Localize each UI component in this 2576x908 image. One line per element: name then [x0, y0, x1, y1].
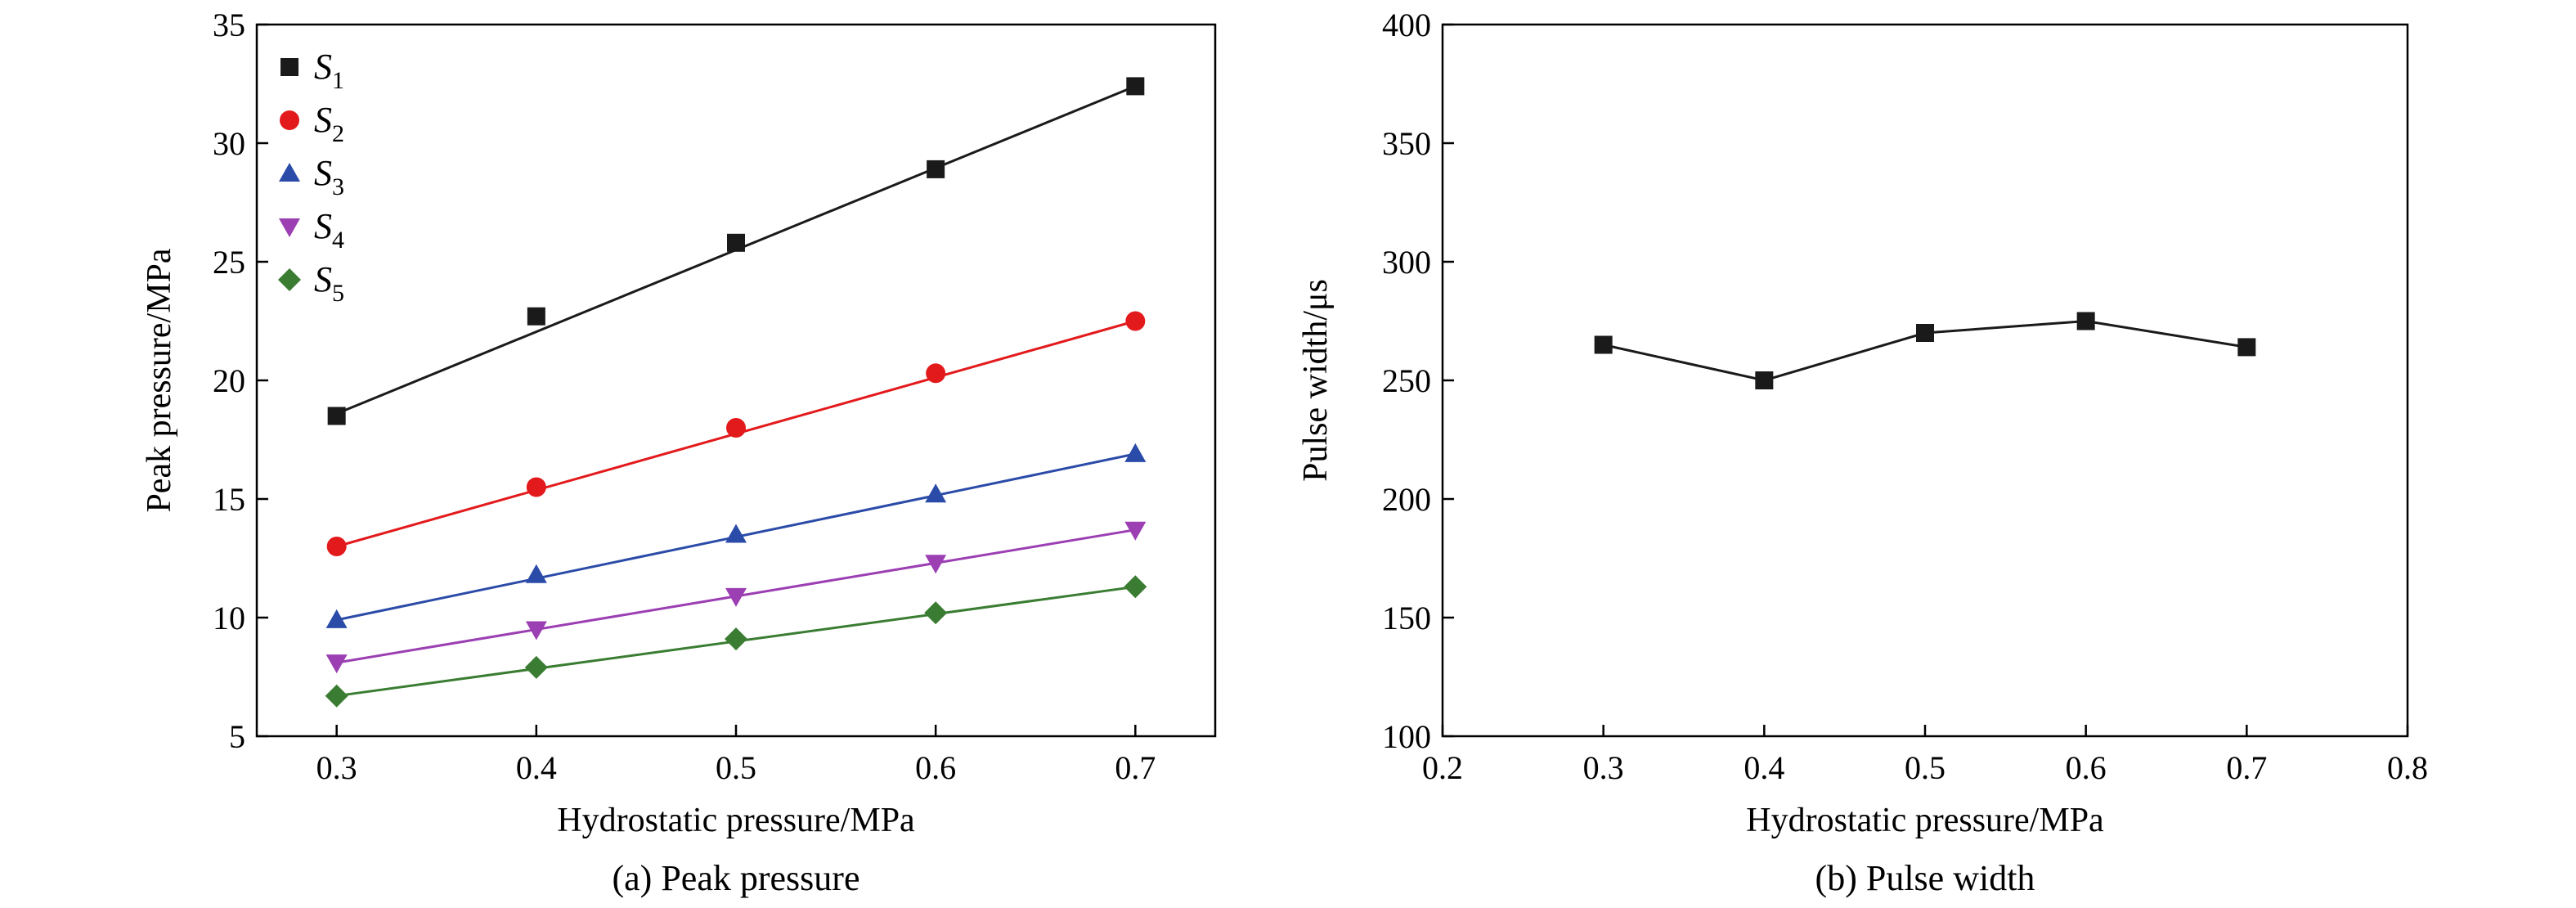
- legend-marker: [278, 268, 301, 291]
- x-tick-label: 0.5: [1905, 749, 1945, 786]
- series-a-3: [325, 443, 1147, 628]
- legend-label: S2: [314, 100, 344, 147]
- data-point: [726, 418, 746, 438]
- caption-b: (b) Pulse width: [1815, 858, 2035, 898]
- y-tick-label: 300: [1382, 244, 1431, 281]
- x-axis-title-b: Hydrostatic pressure/MPa: [1746, 802, 2104, 839]
- y-tick-label: 200: [1382, 481, 1431, 518]
- legend-label: S4: [314, 206, 344, 254]
- data-point: [325, 609, 348, 628]
- y-tick-label: 15: [213, 481, 245, 518]
- data-point: [1126, 77, 1145, 96]
- data-point: [1124, 521, 1147, 541]
- data-point: [2076, 312, 2095, 330]
- plot-area-b: 0.2 0.3 0.4 0.5 0.6 0.7 0.8 100 150 200 250 300 350 4…: [1382, 7, 2428, 786]
- series-a-2: [326, 311, 1146, 556]
- x-tick-label: 0.6: [2066, 749, 2107, 786]
- series-b-1: [1594, 312, 2256, 389]
- data-point: [725, 587, 747, 607]
- x-tick-label: 0.2: [1422, 749, 1463, 786]
- data-point: [525, 564, 547, 583]
- legend-label: S3: [314, 153, 344, 200]
- data-point: [725, 524, 747, 543]
- data-point: [526, 477, 546, 497]
- data-point: [524, 655, 548, 679]
- data-point: [926, 363, 946, 384]
- data-point: [325, 654, 348, 674]
- series-a-5: [325, 575, 1147, 708]
- data-point: [1755, 371, 1774, 389]
- x-tick-label: 0.3: [1583, 749, 1624, 786]
- data-point: [326, 537, 347, 556]
- legend-label: S5: [314, 259, 344, 307]
- y-tick-label: 400: [1382, 7, 1431, 43]
- axes-frame-a: [255, 23, 1217, 738]
- data-point: [925, 483, 947, 503]
- panel-peak-pressure: 0.3 0.4 0.5 0.6 0.7 5 10 15 20 25 30 35 S1 S2 S3 S4 S5 H…: [141, 7, 1217, 898]
- x-tick-label: 0.8: [2387, 749, 2428, 786]
- data-point: [924, 601, 948, 625]
- y-tick-label: 5: [229, 718, 245, 755]
- data-point: [1124, 575, 1147, 599]
- data-point: [925, 555, 947, 574]
- data-point: [1125, 311, 1146, 331]
- legend-label: S1: [314, 47, 344, 94]
- data-point: [1594, 335, 1613, 354]
- data-point: [327, 407, 346, 425]
- data-point: [725, 627, 747, 651]
- y-tick-label: 35: [213, 7, 245, 43]
- y-axis-title-b: Pulse width/μs: [1297, 279, 1335, 482]
- y-tick-label: 350: [1382, 125, 1431, 162]
- panel-pulse-width: 0.2 0.3 0.4 0.5 0.6 0.7 0.8 100 150 200 250 300 350 4…: [1297, 7, 2428, 898]
- y-tick-label: 250: [1382, 362, 1431, 399]
- x-tick-label: 0.7: [2226, 749, 2267, 786]
- y-tick-label: 30: [213, 125, 245, 162]
- x-tick-label: 0.4: [1744, 749, 1784, 786]
- data-point: [325, 684, 348, 708]
- legend: S1 S2 S3 S4 S5: [278, 47, 344, 307]
- data-point: [1916, 324, 1934, 342]
- x-tick-label: 0.4: [516, 749, 557, 786]
- data-point: [727, 233, 745, 252]
- data-point: [2237, 338, 2256, 357]
- legend-marker: [279, 163, 300, 182]
- data-point: [927, 160, 945, 178]
- y-tick-label: 20: [213, 362, 245, 399]
- data-point: [1124, 443, 1147, 462]
- series-a-1: [327, 77, 1145, 425]
- x-tick-label: 0.6: [915, 749, 956, 786]
- series-a-4: [325, 521, 1147, 674]
- x-axis-title-a: Hydrostatic pressure/MPa: [557, 802, 915, 839]
- caption-a: (a) Peak pressure: [613, 858, 860, 898]
- y-axis-title-a: Peak pressure/MPa: [141, 248, 178, 512]
- y-tick-label: 25: [213, 244, 245, 281]
- legend-marker: [280, 58, 298, 76]
- y-tick-label: 10: [213, 600, 245, 636]
- plot-area-a: 0.3 0.4 0.5 0.6 0.7 5 10 15 20 25 30 35 S1 S2 S3 S4 S5: [213, 7, 1156, 786]
- y-tick-label: 100: [1382, 718, 1431, 755]
- data-point: [527, 307, 545, 326]
- y-tick-label: 150: [1382, 600, 1431, 636]
- x-tick-label: 0.5: [716, 749, 756, 786]
- x-tick-label: 0.3: [316, 749, 357, 786]
- axes-frame-b: [1441, 23, 2409, 738]
- data-point: [525, 621, 547, 641]
- x-tick-label: 0.7: [1115, 749, 1156, 786]
- legend-marker: [279, 218, 300, 237]
- legend-marker: [280, 110, 299, 130]
